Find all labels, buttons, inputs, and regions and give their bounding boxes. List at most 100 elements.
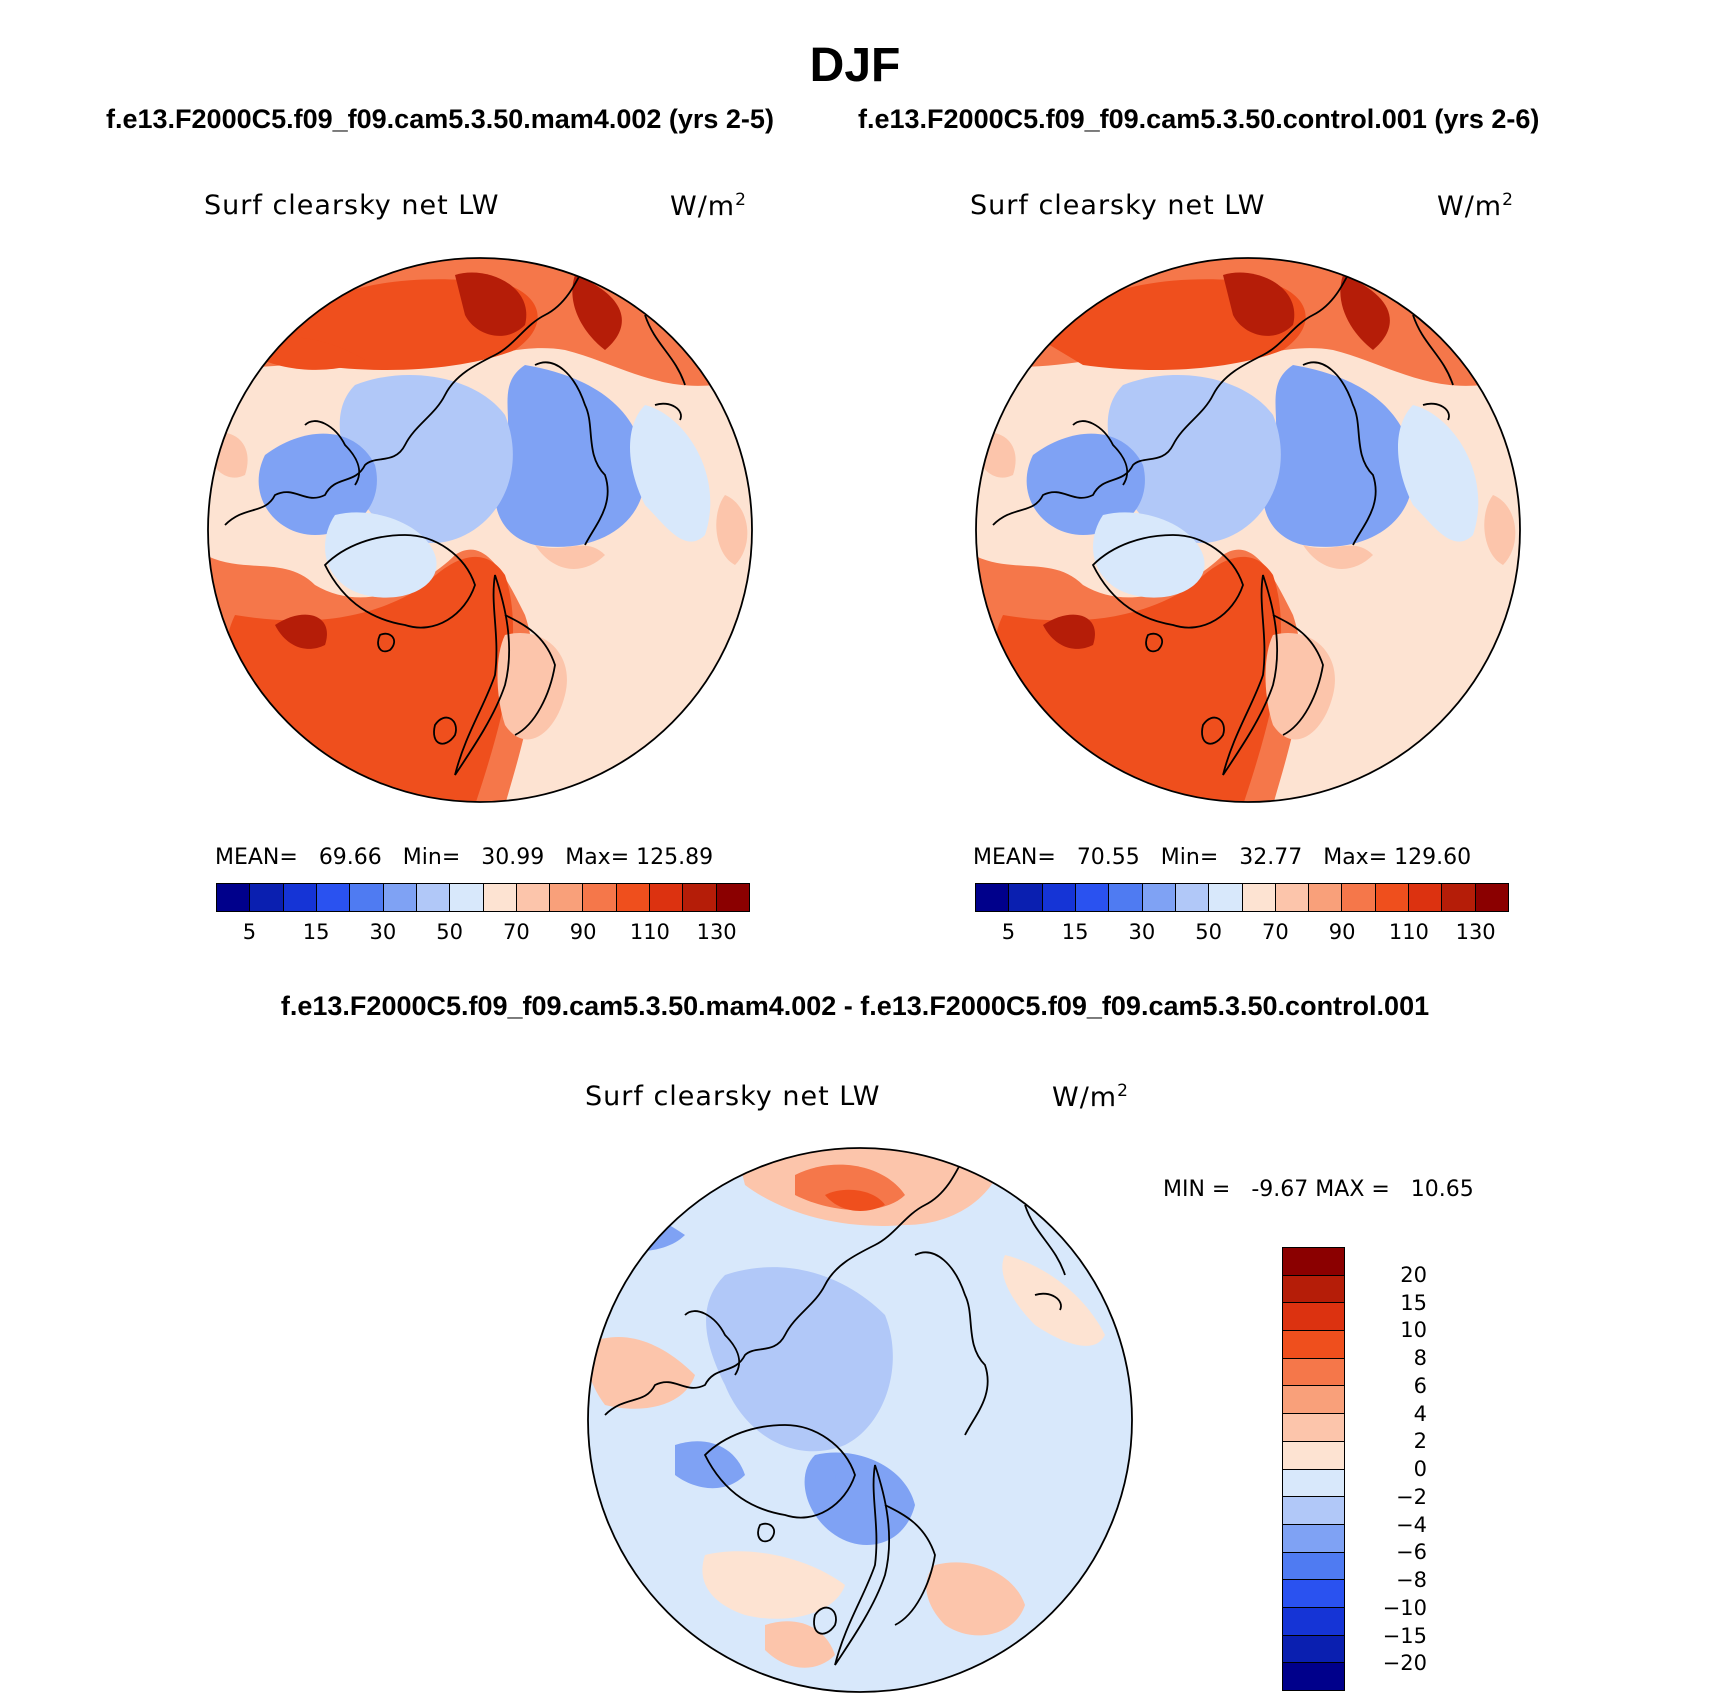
colorbar-swatch [516, 884, 551, 911]
colorbar-tick-label: 6 [1413, 1373, 1427, 1398]
colorbar-swatch [976, 884, 1010, 911]
panel1-units: W/m2 [670, 190, 747, 222]
case1-label: f.e13.F2000C5.f09_f09.cam5.3.50.mam4.002… [106, 104, 774, 134]
diff-minmax: MIN = -9.67 MAX = 10.65 [1163, 1177, 1474, 1202]
colorbar-tick-label: 50 [436, 920, 463, 944]
colorbar-tick-label: 8 [1413, 1346, 1427, 1370]
colorbar-swatch [250, 884, 284, 911]
colorbar-swatch [450, 884, 484, 911]
panel2-units: W/m2 [1437, 190, 1514, 222]
panel1-map [207, 257, 753, 803]
panel1-colorbar-ticks: 5 15 30 50 70 90 110 130 [216, 920, 750, 946]
colorbar-tick-label: −4 [1396, 1512, 1427, 1537]
colorbar-swatch [1283, 1663, 1344, 1690]
colorbar-tick-label: 30 [1128, 920, 1156, 944]
colorbar-swatch [1109, 884, 1143, 911]
colorbar-swatch [1242, 884, 1276, 911]
colorbar-tick-label: 5 [242, 920, 257, 944]
colorbar-tick-label: 50 [1195, 920, 1222, 944]
colorbar-swatch [416, 884, 451, 911]
colorbar-swatch [1342, 884, 1376, 911]
colorbar-swatch [1283, 1497, 1344, 1525]
colorbar-swatch [1283, 1331, 1344, 1359]
colorbar-swatch [1283, 1469, 1344, 1498]
colorbar-swatch [1283, 1303, 1344, 1332]
colorbar-swatch [1283, 1248, 1344, 1276]
diff-colorbar-ticks: 20 15 10 8 6 4 2 0 −2 −4 −6 −8 −10 −15 −20 [1357, 1247, 1437, 1691]
colorbar-swatch [1442, 884, 1476, 911]
panel1-colorbar [216, 883, 750, 912]
panel1-stats: MEAN= 69.66 Min= 30.99 Max= 125.89 [215, 845, 714, 870]
diff-colorbar [1282, 1247, 1345, 1691]
panel2-map [975, 257, 1521, 803]
diff-label: f.e13.F2000C5.f09_f09.cam5.3.50.mam4.002… [280, 991, 1430, 1021]
colorbar-swatch [1075, 884, 1110, 911]
colorbar-tick-label: 10 [1400, 1318, 1427, 1343]
panel2-stats: MEAN= 70.55 Min= 32.77 Max= 129.60 [973, 845, 1472, 870]
colorbar-tick-label: −20 [1382, 1651, 1427, 1676]
colorbar-swatch [1042, 884, 1076, 911]
colorbar-swatch [217, 884, 251, 911]
colorbar-swatch [483, 884, 517, 911]
colorbar-tick-label: 4 [1413, 1401, 1427, 1426]
colorbar-swatch [1375, 884, 1410, 911]
colorbar-swatch [1209, 884, 1243, 911]
colorbar-swatch [1283, 1552, 1344, 1581]
colorbar-tick-label: 70 [1262, 920, 1289, 944]
case2-label: f.e13.F2000C5.f09_f09.cam5.3.50.control.… [858, 104, 1540, 134]
panel2-colorbar-ticks: 5 15 30 50 70 90 110 130 [975, 920, 1509, 946]
colorbar-tick-label: 90 [1328, 920, 1356, 944]
colorbar-swatch [1142, 884, 1176, 911]
colorbar-tick-label: 5 [1001, 920, 1016, 944]
panel1-variable: Surf clearsky net LW [204, 190, 500, 221]
colorbar-tick-label: −10 [1382, 1595, 1427, 1620]
colorbar-tick-label: 15 [1061, 920, 1089, 944]
colorbar-swatch [1283, 1414, 1344, 1442]
colorbar-swatch [350, 884, 384, 911]
colorbar-swatch [1283, 1358, 1344, 1387]
diff-map [587, 1147, 1133, 1693]
panel2-variable: Surf clearsky net LW [970, 190, 1266, 221]
colorbar-tick-label: 90 [569, 920, 597, 944]
colorbar-tick-label: 130 [696, 920, 737, 944]
colorbar-swatch [316, 884, 351, 911]
colorbar-swatch [1283, 1386, 1344, 1415]
colorbar-tick-label: −15 [1382, 1623, 1427, 1648]
colorbar-swatch [550, 884, 584, 911]
colorbar-tick-label: 2 [1413, 1429, 1427, 1454]
diff-variable: Surf clearsky net LW [585, 1081, 881, 1112]
colorbar-tick-label: 130 [1455, 920, 1496, 944]
colorbar-tick-label: −2 [1396, 1484, 1427, 1509]
colorbar-swatch [650, 884, 684, 911]
colorbar-swatch [1475, 884, 1508, 911]
colorbar-swatch [683, 884, 717, 911]
colorbar-swatch [283, 884, 317, 911]
colorbar-swatch [1283, 1607, 1344, 1636]
colorbar-swatch [1175, 884, 1210, 911]
colorbar-tick-label: 15 [302, 920, 330, 944]
colorbar-tick-label: 110 [1388, 920, 1429, 944]
colorbar-swatch [383, 884, 417, 911]
panel2-colorbar [975, 883, 1509, 912]
colorbar-tick-label: 20 [1400, 1262, 1427, 1287]
colorbar-swatch [1283, 1524, 1344, 1553]
colorbar-swatch [1283, 1441, 1344, 1470]
colorbar-tick-label: 70 [503, 920, 530, 944]
colorbar-tick-label: −6 [1396, 1540, 1427, 1565]
colorbar-swatch [1283, 1635, 1344, 1664]
colorbar-swatch [1309, 884, 1343, 911]
colorbar-swatch [616, 884, 651, 911]
colorbar-swatch [1009, 884, 1043, 911]
colorbar-tick-label: 30 [369, 920, 397, 944]
colorbar-swatch [716, 884, 749, 911]
colorbar-swatch [583, 884, 617, 911]
colorbar-swatch [1275, 884, 1310, 911]
colorbar-tick-label: 0 [1413, 1457, 1427, 1481]
colorbar-swatch [1283, 1275, 1344, 1304]
diff-units: W/m2 [1052, 1081, 1129, 1113]
colorbar-tick-label: 15 [1400, 1290, 1427, 1315]
colorbar-swatch [1409, 884, 1443, 911]
colorbar-tick-label: −8 [1396, 1568, 1427, 1592]
colorbar-tick-label: 110 [629, 920, 670, 944]
page-title: DJF [809, 39, 901, 92]
